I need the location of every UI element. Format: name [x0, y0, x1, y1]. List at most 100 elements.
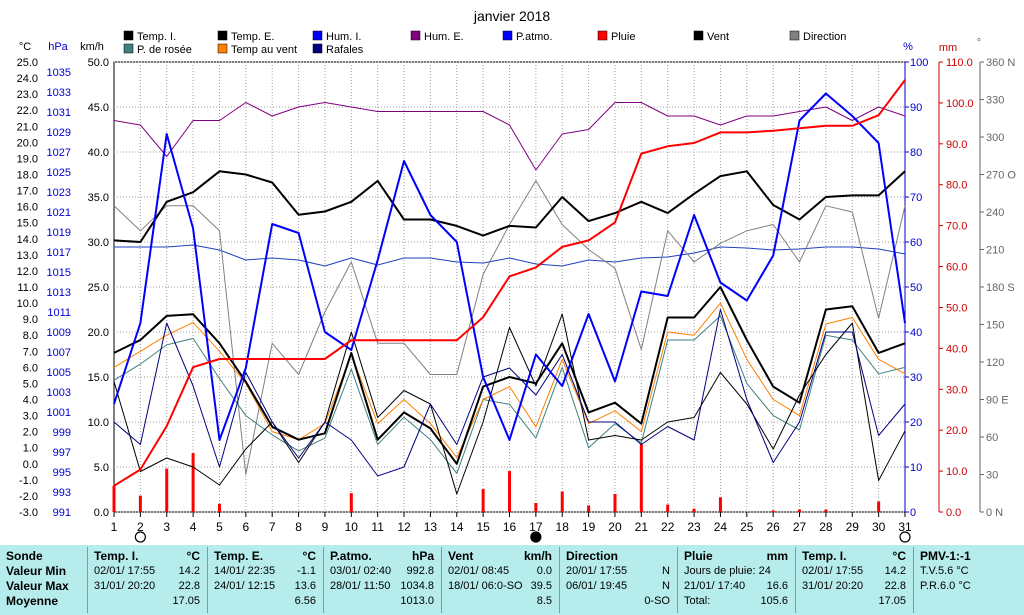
temp_c-tick-label: -3.0 — [19, 507, 38, 519]
full-moon-icon — [530, 531, 542, 543]
x-tick-label: 1 — [111, 520, 118, 534]
rain-bar — [508, 471, 511, 512]
wind_kmh-tick-label: 10.0 — [88, 417, 109, 429]
temp_c-tick-label: 12.0 — [17, 266, 38, 278]
x-tick-label: 29 — [846, 520, 860, 534]
wind_kmh-tick-label: 20.0 — [88, 327, 109, 339]
stats-row-labels: Sonde Valeur Min Valeur Max Moyenne — [4, 545, 86, 615]
wind_kmh-axis-label: km/h — [80, 41, 104, 53]
statistics-panel: Sonde Valeur Min Valeur Max Moyenne Temp… — [0, 545, 1024, 615]
rain-bar — [613, 494, 617, 512]
rain-bar — [639, 443, 643, 512]
direction_deg-tick-label: 30 — [986, 470, 998, 482]
humidity_pct-tick-label: 30 — [910, 372, 922, 384]
x-tick-label: 30 — [872, 520, 886, 534]
x-tick-label: 23 — [687, 520, 701, 534]
direction_deg-tick-label: 300 — [986, 132, 1004, 144]
pressure_hpa-tick-label: 1015 — [47, 267, 71, 279]
row-label-avg: Moyenne — [6, 594, 59, 608]
series-line-direction — [113, 180, 906, 475]
x-tick-label: 27 — [793, 520, 807, 534]
series-line-hum-i — [113, 92, 906, 441]
stats-unit: °C — [186, 549, 200, 563]
rain-bar — [481, 489, 485, 512]
x-tick-label: 24 — [714, 520, 728, 534]
stats-max-date: 31/01/ 20:20 — [94, 580, 156, 592]
rain-bar — [560, 491, 564, 512]
stats-section: Temp. E. °C 14/01/ 22:35 -1.1 24/01/ 12:15 13… — [210, 545, 322, 615]
wind_kmh-tick-label: 50.0 — [88, 57, 109, 69]
pressure_hpa-tick-label: 1001 — [47, 407, 71, 419]
moon-phases — [134, 531, 911, 543]
direction_deg-tick-label: 330 — [986, 95, 1004, 107]
stats-unit: °C — [892, 549, 906, 563]
pressure_hpa-tick-label: 1031 — [47, 107, 71, 119]
x-tick-label: 21 — [635, 520, 649, 534]
rain_mm-tick-label: 30.0 — [946, 384, 967, 396]
pressure_hpa-tick-label: 1013 — [47, 287, 71, 299]
stats-title: Temp. I. — [802, 549, 847, 563]
pressure_hpa-tick-label: 1027 — [47, 147, 71, 159]
pressure_hpa-tick-label: 997 — [53, 447, 71, 459]
temp_c-tick-label: 24.0 — [17, 73, 38, 85]
wind_kmh-tick-label: 0.0 — [94, 507, 109, 519]
stats-title: Direction — [566, 549, 619, 563]
x-tick-label: 2 — [137, 520, 144, 534]
x-tick-label: 12 — [397, 520, 411, 534]
stats-section: Temp. I. °C 02/01/ 17:55 14.2 31/01/ 20:20 22… — [90, 545, 206, 615]
stats-min-date: 02/01/ 17:55 — [802, 565, 864, 577]
temp_c-axis-label: °C — [19, 41, 31, 53]
legend-label: Hum. I. — [326, 31, 361, 43]
stats-avg-value: 0-SO — [644, 595, 670, 607]
rain-bar — [718, 497, 722, 512]
wind_kmh-tick-label: 5.0 — [94, 462, 109, 474]
stats-max-date: 24/01/ 12:15 — [214, 580, 276, 592]
legend-swatch — [123, 43, 134, 54]
temp_c-tick-label: 16.0 — [17, 202, 38, 214]
stats-section: Temp. I. °C 02/01/ 17:55 14.2 31/01/ 20:20 22… — [798, 545, 912, 615]
stats-min-value: 992.8 — [406, 565, 434, 577]
rain-bar — [692, 508, 696, 512]
stats-title: Temp. I. — [94, 549, 139, 563]
legend-swatch — [217, 43, 228, 54]
stats-max-value: 22.8 — [178, 580, 200, 592]
direction_deg-axis-label: ° — [977, 37, 981, 49]
legend-label: Rafales — [326, 44, 364, 56]
temp_c-tick-label: 17.0 — [17, 186, 38, 198]
stats-max-value: N — [662, 580, 670, 592]
direction_deg-tick-label: 360 N — [986, 57, 1015, 69]
x-tick-label: 25 — [740, 520, 754, 534]
wind_kmh-tick-label: 40.0 — [88, 147, 109, 159]
direction_deg-tick-label: 90 E — [986, 395, 1009, 407]
rain-bars — [112, 443, 881, 512]
rain_mm-tick-label: 110.0 — [946, 57, 973, 69]
pressure_hpa-tick-label: 1029 — [47, 127, 71, 139]
stats-unit: mm — [766, 549, 788, 563]
humidity_pct-tick-label: 90 — [910, 102, 922, 114]
legend-label: Hum. E. — [424, 31, 464, 43]
temp_c-tick-label: 13.0 — [17, 250, 38, 262]
series-line-vent — [113, 313, 906, 495]
pressure_hpa-tick-label: 1007 — [47, 347, 71, 359]
x-tick-label: 19 — [582, 520, 596, 534]
temp_c-tick-label: 8.0 — [23, 330, 38, 342]
row-label-min: Valeur Min — [6, 564, 67, 578]
legend: Temp. I. Temp. E. Hum. I. Hum. E. P.atmo. Plu… — [123, 30, 846, 56]
temp_c-tick-label: 15.0 — [17, 218, 38, 230]
stats-title: P.atmo. — [330, 549, 372, 563]
stats-section: Direction 20/01/ 17:55 N 06/01/ 19:45 N 0-SO — [562, 545, 676, 615]
rain_mm-tick-label: 40.0 — [946, 343, 967, 355]
legend-swatch — [693, 30, 704, 41]
stats-avg-value: 8.5 — [536, 595, 552, 607]
stats-divider — [677, 547, 678, 613]
humidity_pct-tick-label: 80 — [910, 147, 922, 159]
rain_mm-tick-label: 60.0 — [946, 262, 967, 274]
rain-bar — [771, 510, 775, 512]
pressure_hpa-tick-label: 1025 — [47, 167, 71, 179]
stats-max-date: 31/01/ 20:20 — [802, 580, 864, 592]
stats-max-value: 1034.8 — [400, 580, 434, 592]
pressure_hpa-tick-label: 995 — [53, 467, 71, 479]
temp_c-tick-label: 0.0 — [23, 459, 38, 471]
pressure_hpa-tick-label: 1003 — [47, 387, 71, 399]
humidity_pct-tick-label: 60 — [910, 237, 922, 249]
